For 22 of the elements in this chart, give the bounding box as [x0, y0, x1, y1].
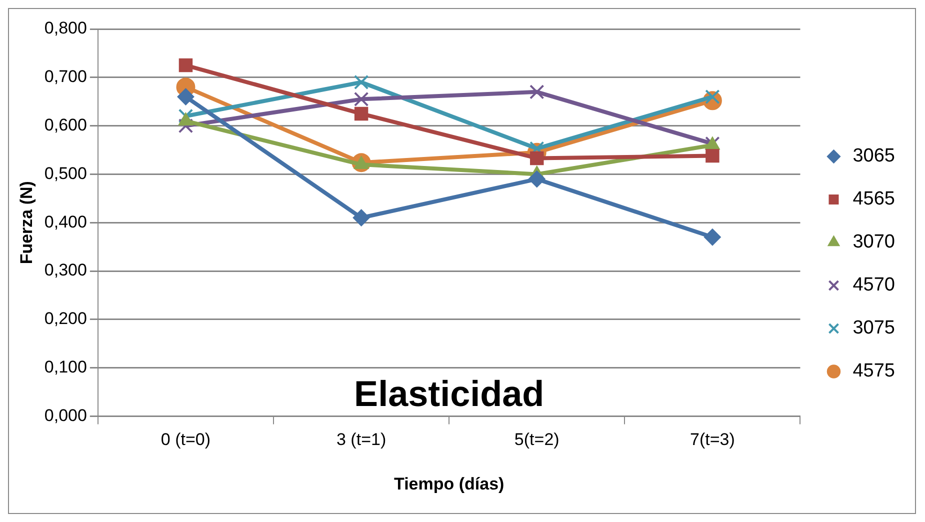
y-tick-label: 0,200 — [44, 309, 87, 328]
legend-label: 3065 — [852, 146, 896, 167]
y-tick-label: 0,800 — [44, 18, 87, 38]
y-tick-label: 0,500 — [44, 164, 87, 183]
x-tick-label: 3 (t=1) — [336, 430, 386, 450]
legend-label: 4575 — [852, 360, 896, 382]
y-tick-label: 0,100 — [44, 357, 87, 376]
y-tick-label: 0,700 — [44, 67, 87, 86]
y-tick-label: 0,400 — [44, 212, 87, 232]
x-tick-label: 7(t=3) — [690, 430, 735, 450]
y-tick-label: 0,300 — [44, 260, 87, 280]
y-axis-title: Fuerza (N) — [16, 181, 36, 264]
x-tick-label: 5(t=2) — [514, 430, 560, 450]
legend-label: 4565 — [852, 188, 896, 210]
legend-label: 4570 — [852, 274, 896, 296]
x-axis-title: Tiempo (días) — [394, 474, 504, 494]
x-tick-label: 0 (t=0) — [160, 430, 211, 450]
y-tick-label: 0,600 — [44, 115, 87, 134]
legend-label: 3075 — [852, 318, 896, 339]
text: Elasticidad — [354, 373, 544, 414]
legend-label: 3070 — [852, 232, 896, 253]
y-tick-label: 0,000 — [44, 406, 87, 425]
